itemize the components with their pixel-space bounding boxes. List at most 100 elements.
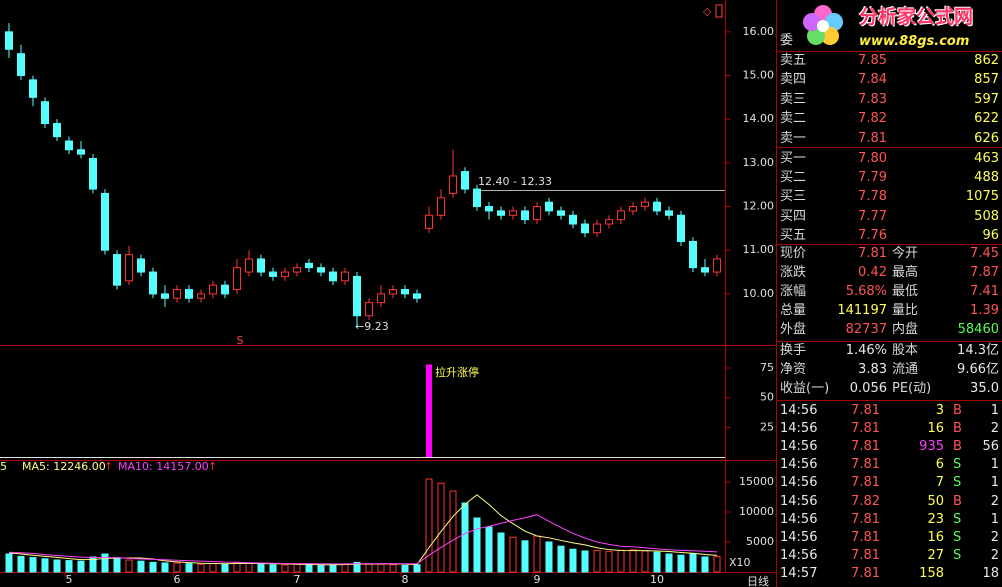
- book-price: 7.85: [858, 53, 887, 68]
- volume-bar: [341, 563, 349, 573]
- y-tick-label: 14.00: [743, 112, 775, 125]
- logo-flower: [803, 5, 843, 45]
- tick-price: 7.81: [851, 439, 880, 455]
- stat-label: 外盘: [780, 322, 807, 337]
- candle-body: [65, 140, 73, 151]
- x-tick-label: 5: [66, 573, 73, 586]
- tick-side: S: [953, 511, 962, 527]
- ma10-label: MA10: 14157.00: [118, 460, 209, 473]
- book-label: 买一: [780, 150, 807, 166]
- volume-bar: [149, 561, 157, 573]
- stat-value: 1.39: [970, 303, 999, 318]
- volume-bar: [533, 535, 541, 573]
- candle-body: [497, 210, 505, 216]
- arrow: ↑: [104, 460, 113, 473]
- icon[interactable]: ◇: [703, 5, 712, 18]
- book-label: 买五: [780, 228, 807, 244]
- y-tick-label: 10.00: [743, 287, 775, 300]
- candle-body: [17, 53, 25, 77]
- stat-value: 9.66亿: [957, 362, 999, 377]
- book-price: 7.77: [858, 208, 887, 224]
- tick-count: 2: [990, 547, 999, 563]
- candle-body: [341, 271, 349, 282]
- book-volume: 622: [974, 111, 999, 127]
- book-volume: 488: [974, 169, 999, 185]
- candle-body: [209, 284, 217, 295]
- volume-bar: [5, 553, 13, 573]
- candle-body: [389, 289, 397, 295]
- range-label: 12.40 - 12.33: [478, 175, 552, 188]
- y-tick-label: 15000: [739, 475, 774, 488]
- tick-volume: 16: [927, 529, 944, 545]
- tick-time: 14:56: [780, 421, 818, 437]
- book-price: 7.79: [858, 169, 887, 185]
- indicator-label: 拉升涨停: [435, 365, 479, 379]
- logo-name: 分析家公式网: [859, 6, 974, 28]
- book-label: 卖二: [780, 111, 807, 127]
- volume-bar: [401, 564, 409, 573]
- stat-label: PE(动): [892, 381, 932, 396]
- volume-bar: [449, 490, 457, 573]
- logo: [803, 5, 843, 45]
- candle-body: [629, 206, 637, 212]
- candle-body: [41, 101, 49, 125]
- candle-body: [329, 271, 337, 282]
- candle-body: [113, 254, 121, 286]
- candle-body: [545, 201, 553, 212]
- candle-body: [509, 210, 517, 216]
- candle-body: [53, 123, 61, 138]
- y-tick-label: 5000: [746, 535, 774, 548]
- tick-time: 14:56: [780, 547, 818, 563]
- book-label: 卖四: [780, 72, 807, 88]
- volume-bar: [305, 564, 313, 573]
- book-price: 7.76: [858, 228, 887, 244]
- stat-value: 141197: [837, 303, 887, 318]
- volume-bar: [665, 553, 673, 573]
- stat-value: 82737: [845, 322, 887, 337]
- candle-body: [185, 289, 193, 299]
- candle-body: [413, 293, 421, 299]
- x-tick-label: 10: [650, 573, 664, 586]
- tick-side: S: [953, 475, 962, 491]
- tick-count: 56: [982, 439, 999, 455]
- signal-marker: S: [237, 334, 244, 347]
- y-tick-label: 10000: [739, 505, 774, 518]
- candle-body: [317, 267, 325, 273]
- volume-bar: [629, 549, 637, 573]
- tick-volume: 7: [935, 475, 944, 491]
- book-label: 卖五: [780, 53, 807, 68]
- candle-body: [353, 275, 361, 317]
- candle-body: [305, 262, 313, 269]
- candle-body: [245, 258, 253, 273]
- tick-time: 14:56: [780, 439, 818, 455]
- stat-label: 最低: [892, 284, 919, 299]
- stat-label: 总量: [780, 303, 807, 318]
- book-price: 7.78: [858, 189, 887, 205]
- stat-label: 流通: [892, 362, 919, 377]
- candle-body: [605, 219, 613, 225]
- candle-body: [473, 188, 481, 208]
- volume-bar: [653, 551, 661, 573]
- tick-side: B: [953, 403, 962, 418]
- candle-body: [713, 258, 721, 273]
- volume-bar: [389, 564, 397, 573]
- book-volume: 96: [982, 228, 999, 244]
- tick-price: 7.81: [851, 565, 880, 581]
- tick-side: S: [953, 529, 962, 545]
- volume-bar: [245, 562, 253, 573]
- volume-bar: [41, 558, 49, 573]
- tick-price: 7.81: [851, 403, 880, 418]
- volume-bar: [605, 551, 613, 573]
- icon[interactable]: [715, 4, 723, 18]
- stat-label: 收益(一): [780, 381, 830, 396]
- volume-bar: [365, 563, 373, 573]
- tick-time: 14:56: [780, 403, 818, 418]
- volume-bar: [209, 563, 217, 573]
- volume-bar: [329, 564, 337, 573]
- tick-volume: 50: [927, 493, 944, 509]
- candle-body: [161, 293, 169, 299]
- volume-bar: [617, 549, 625, 573]
- x-tick-label: 7: [294, 573, 301, 586]
- book-volume: 597: [974, 91, 999, 107]
- volume-bar: [173, 562, 181, 573]
